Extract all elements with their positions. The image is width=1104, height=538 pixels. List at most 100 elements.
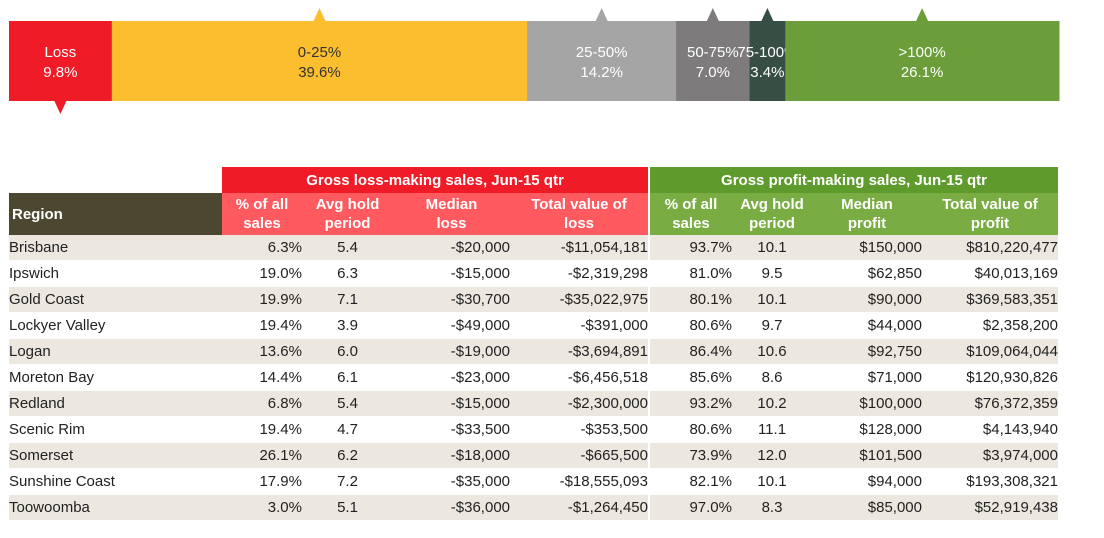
bar-segment-100 (785, 21, 1060, 101)
value-cell: -$35,000 (393, 468, 510, 495)
value-cell: -$11,054,181 (510, 235, 650, 261)
value-cell: -$2,300,000 (510, 390, 650, 417)
region-cell: Gold Coast (9, 286, 222, 313)
value-cell: $71,000 (812, 364, 922, 391)
value-cell: $193,308,321 (922, 468, 1058, 495)
profit-column-header: % of all sales (649, 193, 732, 235)
value-cell: -$665,500 (510, 442, 650, 469)
value-cell: -$19,000 (393, 338, 510, 365)
table-row: Toowoomba 3.0% 5.1 -$36,000 -$1,264,450 97.0%… (9, 494, 1058, 521)
value-cell: 93.2% (649, 390, 732, 417)
table-row: Ipswich 19.0% 6.3 -$15,000 -$2,319,298 81.0% 9… (9, 260, 1058, 287)
profit-column-header: Median profit (812, 193, 922, 235)
region-cell: Redland (9, 390, 222, 417)
profit-column-header: Avg hold period (732, 193, 812, 235)
stacked-share-bar: Loss 9.8% 0-25% 39.6% 25-50% 14.2% 50-75% 7.0% 7… (9, 8, 1060, 114)
value-cell: -$6,456,518 (510, 364, 650, 391)
segment-label: >100% (899, 44, 946, 61)
value-cell: 10.1 (732, 235, 812, 261)
segment-label: Loss (45, 44, 77, 61)
value-cell: 6.3 (302, 260, 393, 287)
region-cell: Scenic Rim (9, 416, 222, 443)
value-cell: -$35,022,975 (510, 286, 650, 313)
profit-column-header: Total value of profit (922, 193, 1058, 235)
segment-value: 9.8% (43, 64, 77, 81)
table-row: Logan 13.6% 6.0 -$19,000 -$3,694,891 86.4% 10.… (9, 338, 1058, 365)
table-row: Brisbane 6.3% 5.4 -$20,000 -$11,054,181 93.7%… (9, 235, 1058, 261)
value-cell: $40,013,169 (922, 260, 1058, 287)
value-cell: 10.6 (732, 338, 812, 365)
loss-group-header: Gross loss-making sales, Jun-15 qtr (222, 167, 650, 193)
value-cell: 81.0% (649, 260, 732, 287)
loss-column-header: Median loss (393, 193, 510, 235)
value-cell: $100,000 (812, 390, 922, 417)
value-cell: 11.1 (732, 416, 812, 443)
segment-value: 14.2% (580, 64, 623, 81)
value-cell: 19.9% (222, 286, 302, 313)
value-cell: $85,000 (812, 494, 922, 521)
value-cell: -$30,700 (393, 286, 510, 313)
value-cell: 13.6% (222, 338, 302, 365)
value-cell: -$2,319,298 (510, 260, 650, 287)
pointer-marker (595, 8, 608, 21)
region-cell: Logan (9, 338, 222, 365)
corner-blank (9, 167, 222, 193)
table-body: Brisbane 6.3% 5.4 -$20,000 -$11,054,181 93.7%… (9, 235, 1058, 521)
value-cell: 6.2 (302, 442, 393, 469)
value-cell: 93.7% (649, 235, 732, 261)
value-cell: 9.7 (732, 312, 812, 339)
pointer-marker (54, 101, 67, 114)
value-cell: 6.3% (222, 235, 302, 261)
value-cell: 8.6 (732, 364, 812, 391)
table-row: Moreton Bay 14.4% 6.1 -$23,000 -$6,456,518 85… (9, 364, 1058, 391)
segment-label: 25-50% (576, 44, 628, 61)
loss-column-header: % of all sales (222, 193, 302, 235)
value-cell: 6.8% (222, 390, 302, 417)
pointer-marker (706, 8, 719, 21)
value-cell: 17.9% (222, 468, 302, 495)
value-cell: 86.4% (649, 338, 732, 365)
value-cell: $4,143,940 (922, 416, 1058, 443)
value-cell: 80.6% (649, 416, 732, 443)
value-cell: 5.1 (302, 494, 393, 521)
value-cell: -$33,500 (393, 416, 510, 443)
bar-segment-Loss (9, 21, 113, 101)
value-cell: 3.9 (302, 312, 393, 339)
loss-column-header: Avg hold period (302, 193, 393, 235)
value-cell: $369,583,351 (922, 286, 1058, 313)
bar-segment-0-25 (111, 21, 528, 101)
pointer-marker (313, 8, 326, 21)
value-cell: 4.7 (302, 416, 393, 443)
value-cell: -$18,555,093 (510, 468, 650, 495)
value-cell: -$20,000 (393, 235, 510, 261)
value-cell: $810,220,477 (922, 235, 1058, 261)
region-cell: Brisbane (9, 235, 222, 261)
value-cell: 5.4 (302, 390, 393, 417)
value-cell: 82.1% (649, 468, 732, 495)
value-cell: 26.1% (222, 442, 302, 469)
loss-column-header: Total value of loss (510, 193, 650, 235)
value-cell: 10.2 (732, 390, 812, 417)
segment-value: 7.0% (696, 64, 730, 81)
segment-value: 39.6% (298, 64, 341, 81)
value-cell: -$3,694,891 (510, 338, 650, 365)
bar-segment-75-100 (749, 21, 786, 101)
table-row: Lockyer Valley 19.4% 3.9 -$49,000 -$391,000 8… (9, 312, 1058, 339)
value-cell: -$15,000 (393, 390, 510, 417)
table-row: Sunshine Coast 17.9% 7.2 -$35,000 -$18,555,0… (9, 468, 1058, 495)
table-row: Scenic Rim 19.4% 4.7 -$33,500 -$353,500 80.6%… (9, 416, 1058, 443)
value-cell: $94,000 (812, 468, 922, 495)
value-cell: $128,000 (812, 416, 922, 443)
value-cell: -$18,000 (393, 442, 510, 469)
value-cell: 10.1 (732, 468, 812, 495)
value-cell: -$23,000 (393, 364, 510, 391)
table-row: Redland 6.8% 5.4 -$15,000 -$2,300,000 93.2% 10… (9, 390, 1058, 417)
region-cell: Somerset (9, 442, 222, 469)
region-cell: Lockyer Valley (9, 312, 222, 339)
value-cell: 14.4% (222, 364, 302, 391)
bar-segment-25-50 (527, 21, 677, 101)
value-cell: $44,000 (812, 312, 922, 339)
region-cell: Sunshine Coast (9, 468, 222, 495)
value-cell: -$1,264,450 (510, 494, 650, 521)
value-cell: 85.6% (649, 364, 732, 391)
